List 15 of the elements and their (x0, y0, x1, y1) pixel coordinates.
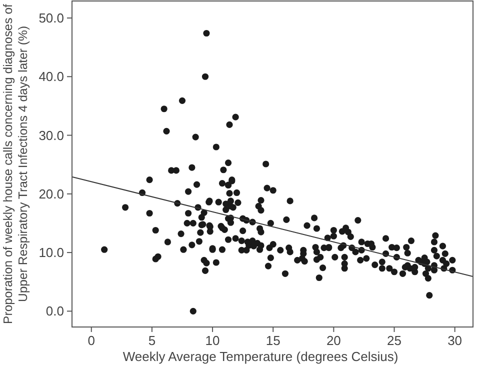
x-tick-label: 0 (88, 333, 95, 348)
y-tick-label: 20.0 (38, 186, 64, 202)
x-tick-label: 5 (148, 333, 156, 348)
x-axis-title: Weekly Average Temperature (degrees Celsius) (122, 349, 398, 364)
y-tick-label: 40.0 (38, 69, 64, 84)
y-tick-label: 0.0 (46, 304, 64, 319)
x-tick-label: 30 (448, 333, 462, 348)
x-tick-label: 25 (387, 333, 402, 348)
x-tick-label: 10 (205, 333, 220, 348)
y-tick-label: 50.0 (38, 10, 64, 26)
y-axis-title: Proporation of weekly house calls concerning diagnoses of Upper Respiratory Tract Infections 4 days later (%) (1, 3, 30, 324)
y-tick-label: 10.0 (38, 245, 64, 260)
x-tick-label: 20 (326, 333, 341, 348)
y-tick-label: 30.0 (38, 128, 64, 143)
x-tick-label: 15 (266, 333, 280, 348)
